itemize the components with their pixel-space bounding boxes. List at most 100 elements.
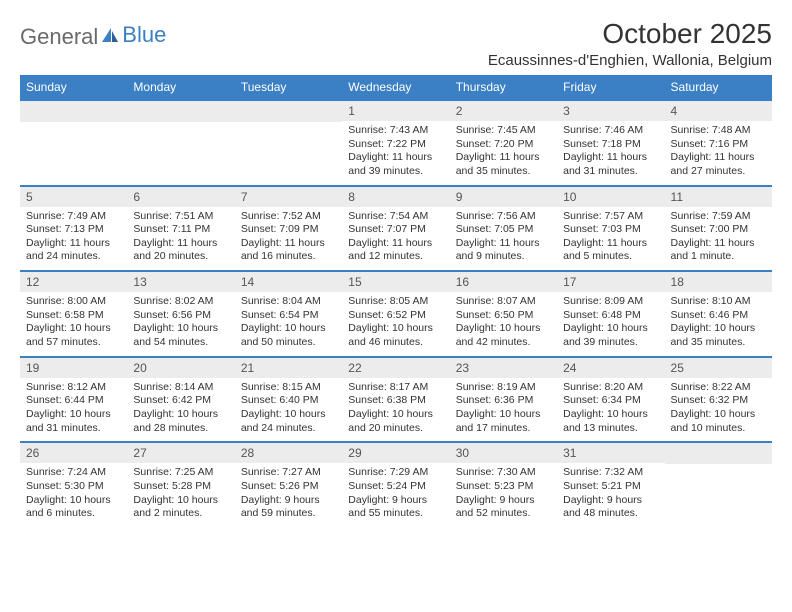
week-row: 5Sunrise: 7:49 AMSunset: 7:13 PMDaylight… xyxy=(20,186,772,272)
day-number-empty xyxy=(127,101,234,122)
daylight-text: Daylight: 9 hours and 52 minutes. xyxy=(456,494,551,521)
day-number: 27 xyxy=(127,443,234,463)
day-number: 22 xyxy=(342,358,449,378)
day-number: 29 xyxy=(342,443,449,463)
week-row: 1Sunrise: 7:43 AMSunset: 7:22 PMDaylight… xyxy=(20,100,772,186)
sunset-text: Sunset: 6:46 PM xyxy=(671,309,766,323)
day-data: Sunrise: 8:17 AMSunset: 6:38 PMDaylight:… xyxy=(342,378,449,442)
day-number: 8 xyxy=(342,187,449,207)
daylight-text: Daylight: 10 hours and 10 minutes. xyxy=(671,408,766,435)
day-number: 1 xyxy=(342,101,449,121)
daylight-text: Daylight: 10 hours and 20 minutes. xyxy=(348,408,443,435)
daylight-text: Daylight: 11 hours and 39 minutes. xyxy=(348,151,443,178)
day-data: Sunrise: 8:10 AMSunset: 6:46 PMDaylight:… xyxy=(665,292,772,356)
logo-text-general: General xyxy=(20,24,98,50)
daylight-text: Daylight: 10 hours and 50 minutes. xyxy=(241,322,336,349)
sunrise-text: Sunrise: 7:49 AM xyxy=(26,210,121,224)
sunrise-text: Sunrise: 7:52 AM xyxy=(241,210,336,224)
sunset-text: Sunset: 7:11 PM xyxy=(133,223,228,237)
day-number-empty xyxy=(235,101,342,122)
day-cell: 28Sunrise: 7:27 AMSunset: 5:26 PMDayligh… xyxy=(235,442,342,527)
sunrise-text: Sunrise: 7:32 AM xyxy=(563,466,658,480)
day-data: Sunrise: 7:49 AMSunset: 7:13 PMDaylight:… xyxy=(20,207,127,271)
day-number: 17 xyxy=(557,272,664,292)
sunrise-text: Sunrise: 8:10 AM xyxy=(671,295,766,309)
daylight-text: Daylight: 10 hours and 46 minutes. xyxy=(348,322,443,349)
dow-wednesday: Wednesday xyxy=(342,75,449,100)
daylight-text: Daylight: 10 hours and 39 minutes. xyxy=(563,322,658,349)
sunset-text: Sunset: 5:30 PM xyxy=(26,480,121,494)
day-cell: 24Sunrise: 8:20 AMSunset: 6:34 PMDayligh… xyxy=(557,357,664,443)
sunset-text: Sunset: 6:38 PM xyxy=(348,394,443,408)
day-data: Sunrise: 8:20 AMSunset: 6:34 PMDaylight:… xyxy=(557,378,664,442)
day-cell xyxy=(20,100,127,186)
day-number: 7 xyxy=(235,187,342,207)
sunrise-text: Sunrise: 8:20 AM xyxy=(563,381,658,395)
sunrise-text: Sunrise: 8:15 AM xyxy=(241,381,336,395)
day-data: Sunrise: 7:56 AMSunset: 7:05 PMDaylight:… xyxy=(450,207,557,271)
sunset-text: Sunset: 7:16 PM xyxy=(671,138,766,152)
daylight-text: Daylight: 11 hours and 35 minutes. xyxy=(456,151,551,178)
daylight-text: Daylight: 11 hours and 20 minutes. xyxy=(133,237,228,264)
day-number: 14 xyxy=(235,272,342,292)
day-cell: 10Sunrise: 7:57 AMSunset: 7:03 PMDayligh… xyxy=(557,186,664,272)
dow-sunday: Sunday xyxy=(20,75,127,100)
sunset-text: Sunset: 5:28 PM xyxy=(133,480,228,494)
day-data-empty xyxy=(665,464,772,522)
calendar-body: 1Sunrise: 7:43 AMSunset: 7:22 PMDaylight… xyxy=(20,100,772,527)
day-number: 21 xyxy=(235,358,342,378)
day-cell: 11Sunrise: 7:59 AMSunset: 7:00 PMDayligh… xyxy=(665,186,772,272)
logo-text-blue: Blue xyxy=(122,22,166,48)
header: General Blue October 2025 Ecaussinnes-d'… xyxy=(20,18,772,69)
daylight-text: Daylight: 10 hours and 35 minutes. xyxy=(671,322,766,349)
day-cell: 7Sunrise: 7:52 AMSunset: 7:09 PMDaylight… xyxy=(235,186,342,272)
day-data: Sunrise: 7:51 AMSunset: 7:11 PMDaylight:… xyxy=(127,207,234,271)
day-cell: 3Sunrise: 7:46 AMSunset: 7:18 PMDaylight… xyxy=(557,100,664,186)
day-cell: 31Sunrise: 7:32 AMSunset: 5:21 PMDayligh… xyxy=(557,442,664,527)
day-data: Sunrise: 7:30 AMSunset: 5:23 PMDaylight:… xyxy=(450,463,557,527)
day-cell: 4Sunrise: 7:48 AMSunset: 7:16 PMDaylight… xyxy=(665,100,772,186)
dow-friday: Friday xyxy=(557,75,664,100)
sunset-text: Sunset: 5:21 PM xyxy=(563,480,658,494)
sunset-text: Sunset: 6:56 PM xyxy=(133,309,228,323)
day-cell: 30Sunrise: 7:30 AMSunset: 5:23 PMDayligh… xyxy=(450,442,557,527)
daylight-text: Daylight: 11 hours and 9 minutes. xyxy=(456,237,551,264)
sunset-text: Sunset: 6:50 PM xyxy=(456,309,551,323)
day-data: Sunrise: 7:54 AMSunset: 7:07 PMDaylight:… xyxy=(342,207,449,271)
daylight-text: Daylight: 9 hours and 59 minutes. xyxy=(241,494,336,521)
sunrise-text: Sunrise: 7:29 AM xyxy=(348,466,443,480)
day-cell: 19Sunrise: 8:12 AMSunset: 6:44 PMDayligh… xyxy=(20,357,127,443)
day-data: Sunrise: 7:57 AMSunset: 7:03 PMDaylight:… xyxy=(557,207,664,271)
day-number: 6 xyxy=(127,187,234,207)
sunrise-text: Sunrise: 7:48 AM xyxy=(671,124,766,138)
dow-tuesday: Tuesday xyxy=(235,75,342,100)
day-number: 10 xyxy=(557,187,664,207)
daylight-text: Daylight: 11 hours and 5 minutes. xyxy=(563,237,658,264)
daylight-text: Daylight: 10 hours and 2 minutes. xyxy=(133,494,228,521)
logo: General Blue xyxy=(20,18,166,50)
sunset-text: Sunset: 7:07 PM xyxy=(348,223,443,237)
day-data: Sunrise: 7:45 AMSunset: 7:20 PMDaylight:… xyxy=(450,121,557,185)
daylight-text: Daylight: 10 hours and 31 minutes. xyxy=(26,408,121,435)
location-label: Ecaussinnes-d'Enghien, Wallonia, Belgium xyxy=(488,52,772,69)
day-data: Sunrise: 8:07 AMSunset: 6:50 PMDaylight:… xyxy=(450,292,557,356)
dow-thursday: Thursday xyxy=(450,75,557,100)
day-data: Sunrise: 7:29 AMSunset: 5:24 PMDaylight:… xyxy=(342,463,449,527)
day-data: Sunrise: 8:14 AMSunset: 6:42 PMDaylight:… xyxy=(127,378,234,442)
day-cell: 21Sunrise: 8:15 AMSunset: 6:40 PMDayligh… xyxy=(235,357,342,443)
daylight-text: Daylight: 10 hours and 6 minutes. xyxy=(26,494,121,521)
day-cell xyxy=(235,100,342,186)
day-data: Sunrise: 8:19 AMSunset: 6:36 PMDaylight:… xyxy=(450,378,557,442)
sunset-text: Sunset: 6:52 PM xyxy=(348,309,443,323)
sunrise-text: Sunrise: 7:43 AM xyxy=(348,124,443,138)
dow-monday: Monday xyxy=(127,75,234,100)
sunset-text: Sunset: 5:26 PM xyxy=(241,480,336,494)
sunset-text: Sunset: 6:58 PM xyxy=(26,309,121,323)
day-data: Sunrise: 7:43 AMSunset: 7:22 PMDaylight:… xyxy=(342,121,449,185)
day-cell: 16Sunrise: 8:07 AMSunset: 6:50 PMDayligh… xyxy=(450,271,557,357)
sunrise-text: Sunrise: 7:57 AM xyxy=(563,210,658,224)
calendar-table: Sunday Monday Tuesday Wednesday Thursday… xyxy=(20,75,772,527)
sunrise-text: Sunrise: 8:14 AM xyxy=(133,381,228,395)
sunset-text: Sunset: 7:03 PM xyxy=(563,223,658,237)
daylight-text: Daylight: 11 hours and 1 minute. xyxy=(671,237,766,264)
